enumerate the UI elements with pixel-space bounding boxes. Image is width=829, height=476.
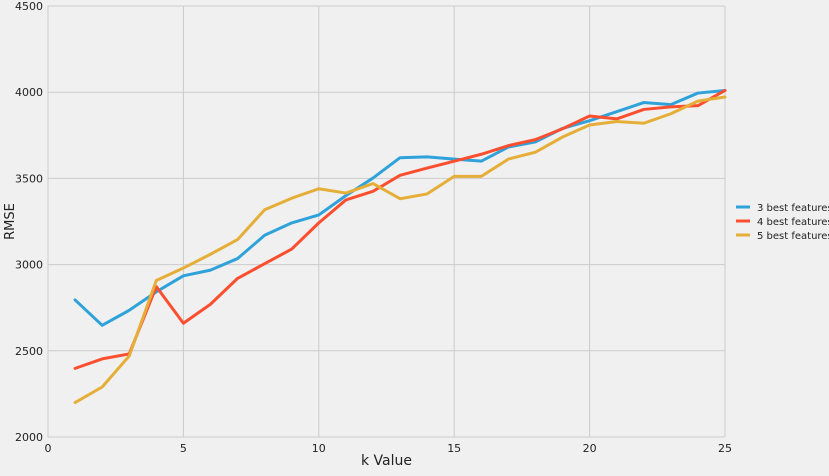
y-tick-label: 2000 bbox=[15, 431, 43, 444]
tick-labels: 0 5 10 15 20 25 2000 2500 3000 3500 4000 4500 bbox=[15, 0, 732, 455]
grid-lines bbox=[47, 5, 726, 438]
y-axis-label: RMSE bbox=[3, 203, 18, 240]
x-tick-label: 20 bbox=[583, 442, 597, 455]
plot-background bbox=[48, 6, 725, 437]
x-tick-label: 25 bbox=[718, 442, 732, 455]
x-axis-label: k Value bbox=[361, 453, 412, 469]
legend: 3 best features 4 best features 5 best fea… bbox=[736, 203, 829, 242]
legend-label: 5 best features bbox=[757, 231, 829, 242]
series-lines bbox=[73, 88, 727, 405]
x-tick-label: 10 bbox=[312, 442, 326, 455]
x-tick-label: 0 bbox=[45, 442, 52, 455]
x-tick-label: 15 bbox=[447, 442, 461, 455]
series-line-3-best-features bbox=[73, 88, 727, 327]
x-tick-label: 5 bbox=[180, 442, 187, 455]
y-tick-label: 4500 bbox=[15, 0, 43, 13]
series-line-5-best-features bbox=[73, 95, 727, 405]
y-tick-label: 2500 bbox=[15, 345, 43, 358]
y-tick-label: 3000 bbox=[15, 259, 43, 272]
legend-label: 4 best features bbox=[757, 217, 829, 228]
series-line-4-best-features bbox=[73, 88, 727, 370]
y-tick-label: 4000 bbox=[15, 86, 43, 99]
y-tick-label: 3500 bbox=[15, 172, 43, 185]
legend-label: 3 best features bbox=[757, 203, 829, 214]
